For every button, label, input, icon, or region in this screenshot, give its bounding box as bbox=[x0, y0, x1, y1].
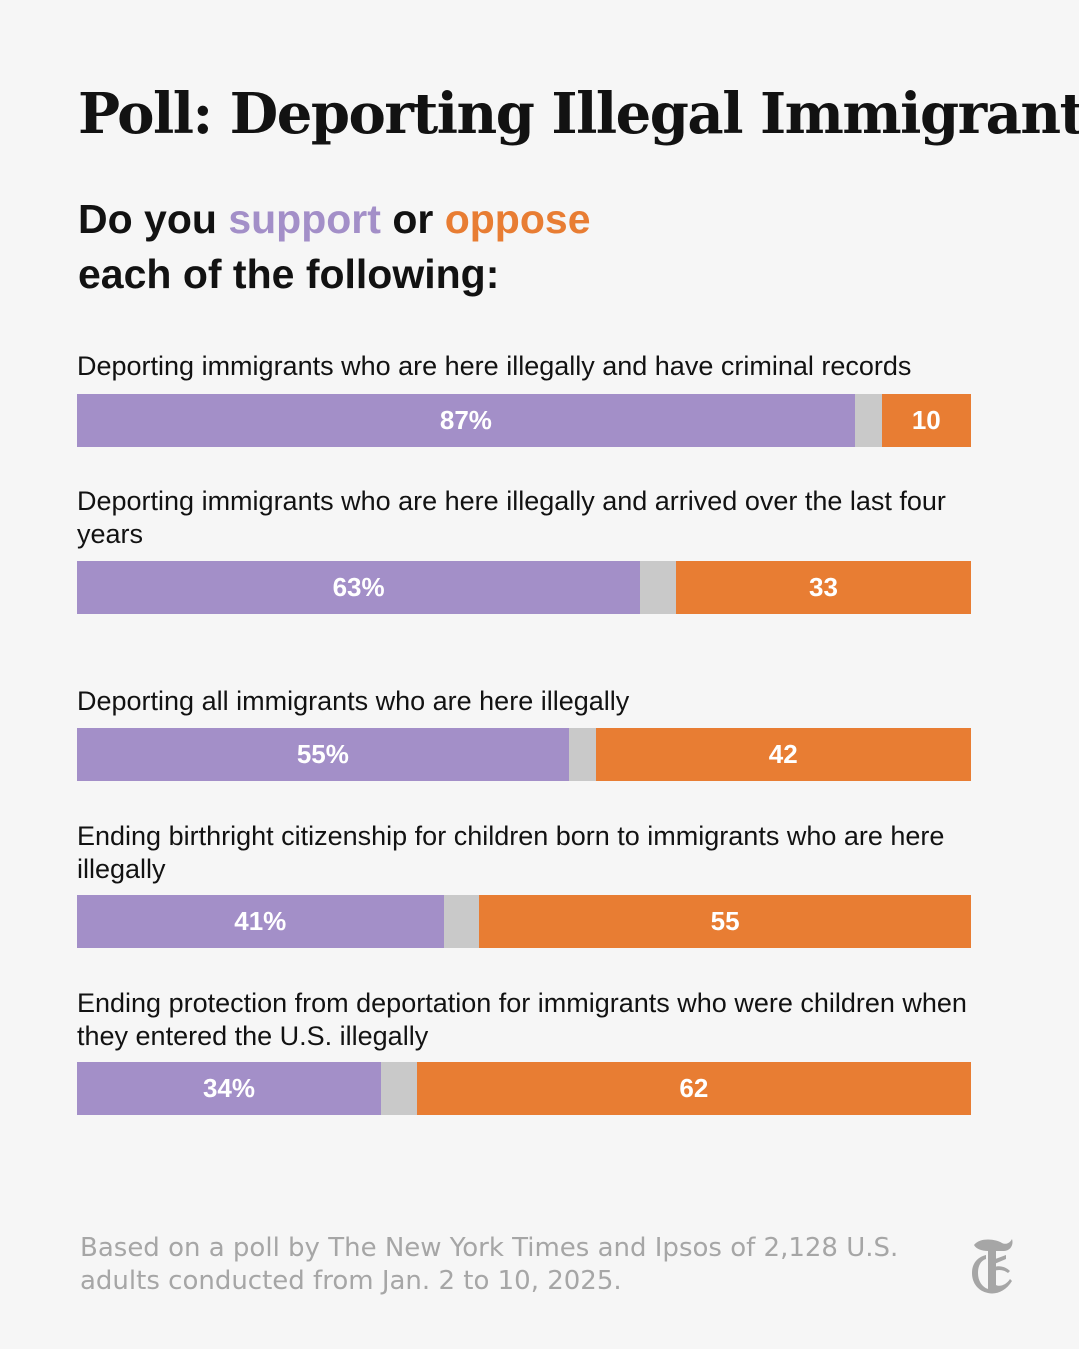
data-label: 63% bbox=[332, 572, 385, 602]
data-label: 42 bbox=[768, 739, 798, 769]
chart-row: Ending protection from deportation for i… bbox=[77, 987, 971, 1053]
source-footnote: Based on a poll by The New York Times an… bbox=[80, 1233, 899, 1296]
chart-title: Poll: Deporting Illegal Immigrants bbox=[78, 81, 1079, 147]
support-bar-segment: 34% bbox=[77, 1062, 381, 1115]
subtitle-text-2: or bbox=[380, 196, 445, 242]
chart-row: Deporting immigrants who are here illega… bbox=[77, 350, 971, 383]
stacked-bar: 87% 10 bbox=[77, 394, 971, 447]
chart-row: Ending birthright citizenship for childr… bbox=[77, 820, 971, 886]
stacked-bar: 55% 42 bbox=[77, 728, 971, 781]
subtitle-text-1: Do you bbox=[78, 196, 229, 242]
stacked-bar: 34% 62 bbox=[77, 1062, 971, 1115]
support-bar-segment: 55% bbox=[77, 728, 569, 781]
nyt-t-logo-icon bbox=[972, 1239, 1013, 1294]
row-label: Deporting immigrants who are here illega… bbox=[77, 351, 912, 381]
stacked-bar: 63% 33 bbox=[77, 561, 971, 614]
oppose-legend-word: oppose bbox=[444, 196, 591, 242]
row-label: Ending protection from deportation for i… bbox=[77, 988, 967, 1051]
support-bar-segment: 63% bbox=[77, 561, 641, 614]
no-answer-bar-segment bbox=[443, 895, 480, 948]
no-answer-bar-segment bbox=[854, 394, 882, 447]
support-legend-word: support bbox=[228, 196, 381, 242]
data-label: 87% bbox=[439, 405, 492, 435]
no-answer-bar-segment bbox=[568, 728, 596, 781]
oppose-bar-segment: 10 bbox=[881, 394, 971, 447]
stacked-bar: 41% 55 bbox=[77, 895, 971, 948]
chart-subtitle: Do you support or oppose each of the fol… bbox=[78, 192, 591, 302]
chart-row: Deporting all immigrants who are here il… bbox=[77, 685, 971, 718]
data-label: 55 bbox=[710, 906, 740, 936]
oppose-bar-segment: 42 bbox=[595, 728, 971, 781]
support-bar-segment: 87% bbox=[77, 394, 855, 447]
data-label: 62 bbox=[679, 1073, 709, 1103]
oppose-bar-segment: 33 bbox=[675, 561, 971, 614]
data-label: 33 bbox=[809, 572, 838, 602]
data-label: 41% bbox=[234, 906, 287, 936]
row-label: Ending birthright citizenship for childr… bbox=[77, 821, 945, 884]
data-label: 34% bbox=[202, 1073, 255, 1103]
data-label: 10 bbox=[911, 405, 941, 435]
oppose-bar-segment: 62 bbox=[416, 1062, 971, 1115]
row-label: Deporting immigrants who are here illega… bbox=[77, 486, 946, 549]
subtitle-text-3: each of the following: bbox=[78, 251, 500, 297]
chart-row: Deporting immigrants who are here illega… bbox=[77, 485, 971, 551]
support-bar-segment: 41% bbox=[77, 895, 444, 948]
oppose-bar-segment: 55 bbox=[479, 895, 971, 948]
no-answer-bar-segment bbox=[380, 1062, 417, 1115]
row-label: Deporting all immigrants who are here il… bbox=[77, 686, 630, 716]
no-answer-bar-segment bbox=[640, 561, 676, 614]
data-label: 55% bbox=[296, 739, 349, 769]
